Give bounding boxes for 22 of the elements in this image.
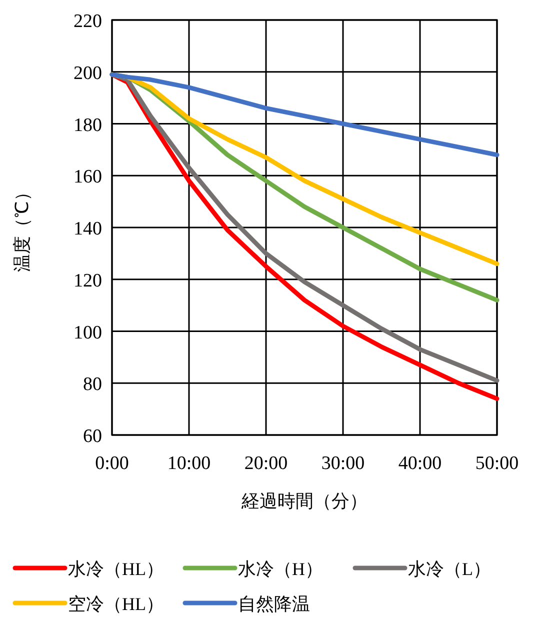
x-tick-label: 20:00: [244, 453, 288, 474]
x-axis-title: 経過時間（分）: [240, 491, 368, 511]
y-tick-label: 120: [74, 270, 102, 292]
y-tick-label: 60: [83, 426, 102, 447]
legend-label: 自然降温: [238, 594, 310, 614]
y-tick-label: 140: [74, 218, 102, 240]
y-axis-title: 温度（℃）: [12, 183, 32, 272]
legend-label: 水冷（HL）: [68, 559, 164, 579]
y-tick-label: 220: [74, 11, 102, 32]
legend-label: 空冷（HL）: [68, 594, 164, 614]
y-tick-label: 180: [74, 114, 102, 136]
x-tick-label: 30:00: [321, 453, 365, 474]
legend-label: 水冷（L）: [408, 559, 491, 579]
y-tick-label: 100: [74, 322, 102, 344]
x-tick-label: 50:00: [475, 453, 519, 474]
legend-label: 水冷（H）: [238, 559, 323, 579]
y-tick-label: 200: [74, 62, 102, 84]
y-tick-label: 160: [74, 166, 102, 188]
y-tick-label: 80: [83, 374, 102, 396]
x-tick-label: 0:00: [95, 453, 129, 474]
x-tick-label: 10:00: [167, 453, 211, 474]
x-tick-label: 40:00: [398, 453, 442, 474]
